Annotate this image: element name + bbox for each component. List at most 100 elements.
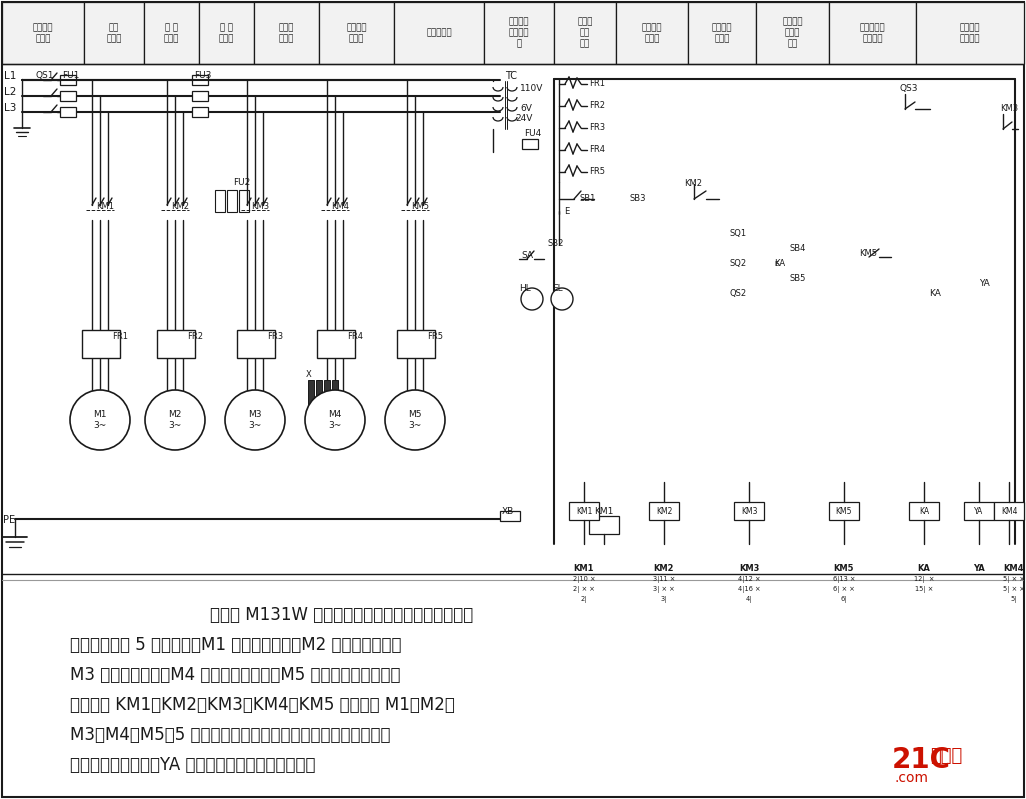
- Bar: [239, 190, 249, 212]
- Bar: [199, 2, 254, 64]
- Text: 5|: 5|: [1011, 596, 1017, 603]
- Circle shape: [551, 288, 573, 310]
- Text: KM5: KM5: [859, 249, 877, 258]
- Text: XB: XB: [502, 507, 514, 516]
- Text: 低压照明
灯及指示
灯: 低压照明 灯及指示 灯: [509, 18, 529, 49]
- Text: 15| ×: 15| ×: [915, 586, 933, 593]
- Text: M3、M4、M5。5 台电动机均有过载保护。头架电动机有极限控: M3、M4、M5。5 台电动机均有过载保护。头架电动机有极限控: [70, 726, 391, 744]
- Text: X: X: [306, 370, 312, 379]
- Text: M1
3~: M1 3~: [93, 410, 107, 430]
- Text: KM1: KM1: [96, 202, 114, 211]
- Bar: [616, 2, 688, 64]
- Bar: [60, 91, 76, 101]
- Text: KM5: KM5: [411, 202, 429, 211]
- Bar: [317, 330, 355, 358]
- Text: FU1: FU1: [62, 71, 79, 80]
- Text: KM2: KM2: [656, 507, 672, 515]
- Text: KM3: KM3: [741, 507, 757, 515]
- Text: E: E: [564, 207, 569, 216]
- Text: KA: KA: [929, 289, 941, 298]
- Text: 12|  ×: 12| ×: [914, 576, 935, 583]
- Text: FR4: FR4: [589, 145, 605, 154]
- Text: KM1: KM1: [576, 507, 592, 515]
- Text: FR1: FR1: [112, 332, 128, 341]
- Text: SQ2: SQ2: [729, 259, 746, 268]
- Text: 4|: 4|: [746, 596, 752, 603]
- Bar: [316, 380, 322, 408]
- Text: FU4: FU4: [524, 129, 542, 138]
- Bar: [227, 190, 237, 212]
- Text: 5| × ×: 5| × ×: [1003, 586, 1025, 593]
- Text: FU2: FU2: [233, 178, 250, 187]
- Text: QS1: QS1: [35, 71, 53, 80]
- Text: KM5: KM5: [834, 564, 855, 573]
- Text: 所示为 M131W 型万能外圆磨床电气原理图。从图中: 所示为 M131W 型万能外圆磨床电气原理图。从图中: [210, 606, 473, 624]
- Circle shape: [385, 390, 445, 450]
- Bar: [60, 75, 76, 85]
- Text: 2|10 ×: 2|10 ×: [573, 576, 595, 583]
- Text: M3
3~: M3 3~: [248, 410, 262, 430]
- Text: 2| × ×: 2| × ×: [574, 586, 595, 593]
- Bar: [192, 107, 208, 117]
- Circle shape: [305, 390, 365, 450]
- Text: M4
3~: M4 3~: [328, 410, 342, 430]
- Text: 砂轮
电动机: 砂轮 电动机: [107, 23, 122, 43]
- Circle shape: [70, 390, 130, 450]
- Text: 5| × ×: 5| × ×: [1003, 576, 1025, 583]
- Text: 冷却泵电
动机控制: 冷却泵电 动机控制: [959, 23, 980, 43]
- Bar: [397, 330, 435, 358]
- Text: 头 架
电动机: 头 架 电动机: [219, 23, 234, 43]
- Text: KM2: KM2: [171, 202, 189, 211]
- Circle shape: [225, 390, 285, 450]
- Text: PE: PE: [3, 515, 15, 525]
- Text: 4|12 ×: 4|12 ×: [738, 576, 760, 583]
- Text: KM4: KM4: [1000, 507, 1017, 515]
- Bar: [500, 511, 520, 521]
- Bar: [829, 502, 859, 520]
- Text: 头架电动
机控制: 头架电动 机控制: [712, 23, 733, 43]
- Text: KM2: KM2: [654, 564, 674, 573]
- Text: 内圆砂轮
电动机
控制: 内圆砂轮 电动机 控制: [782, 18, 802, 49]
- Text: KA: KA: [774, 259, 785, 268]
- Text: 2|: 2|: [581, 596, 587, 603]
- Bar: [60, 107, 76, 117]
- Text: E: E: [774, 261, 779, 267]
- Text: 冷却泵
电动机: 冷却泵 电动机: [279, 23, 294, 43]
- Text: 6V: 6V: [520, 104, 531, 113]
- Bar: [756, 2, 829, 64]
- Bar: [829, 2, 916, 64]
- Text: .com: .com: [895, 771, 929, 785]
- Text: 电露开关
及保护: 电露开关 及保护: [33, 23, 53, 43]
- Bar: [84, 2, 144, 64]
- Text: 6|13 ×: 6|13 ×: [833, 576, 856, 583]
- Bar: [734, 502, 764, 520]
- Text: SQ1: SQ1: [729, 229, 746, 238]
- Bar: [688, 2, 756, 64]
- Text: KA: KA: [919, 507, 930, 515]
- Text: 6| × ×: 6| × ×: [833, 586, 855, 593]
- Circle shape: [521, 288, 543, 310]
- Text: 3|11 ×: 3|11 ×: [653, 576, 675, 583]
- Text: KM4: KM4: [1003, 564, 1024, 573]
- Bar: [964, 502, 994, 520]
- Bar: [589, 516, 619, 534]
- Text: FR1: FR1: [589, 79, 605, 88]
- Bar: [324, 380, 330, 408]
- Bar: [554, 2, 616, 64]
- Text: YA: YA: [975, 507, 984, 515]
- Text: YA: YA: [973, 564, 985, 573]
- Text: TC: TC: [505, 71, 517, 81]
- Text: KM5: KM5: [836, 507, 853, 515]
- Bar: [308, 380, 314, 408]
- Bar: [332, 380, 338, 408]
- Text: FU3: FU3: [194, 71, 211, 80]
- Bar: [254, 2, 319, 64]
- Text: 油泵电动
机控制: 油泵电动 机控制: [641, 23, 662, 43]
- Bar: [2, 2, 84, 64]
- Text: SB4: SB4: [789, 244, 805, 253]
- Text: YA: YA: [979, 279, 990, 288]
- Text: 可以看出共有 5 台电动机，M1 为砂轮电动机，M2 为油泵电动机，: 可以看出共有 5 台电动机，M1 为砂轮电动机，M2 为油泵电动机，: [70, 636, 401, 654]
- Text: SB3: SB3: [629, 194, 645, 203]
- Bar: [192, 91, 208, 101]
- Text: KM3: KM3: [1000, 104, 1018, 113]
